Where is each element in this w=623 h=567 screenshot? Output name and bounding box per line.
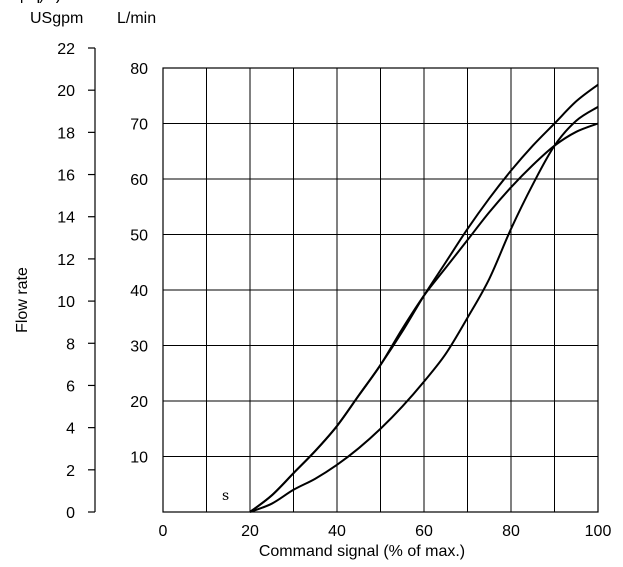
- x-axis-ticks: 0 20 40 60 80 100: [159, 523, 612, 540]
- secondary-y-tick-label: 0: [66, 505, 75, 522]
- secondary-y-tick-label: 14: [57, 210, 75, 227]
- secondary-y-tick-label: 20: [57, 83, 75, 100]
- grid: [163, 68, 598, 512]
- x-tick-label: 0: [159, 523, 168, 540]
- series-label: 5 bar (72 psi): [0, 0, 44, 4]
- x-tick-label: 100: [585, 523, 612, 540]
- secondary-y-tick-label: 8: [66, 336, 75, 353]
- series-curves: [249, 83, 599, 513]
- secondary-y-tick-label: 18: [57, 125, 75, 142]
- secondary-y-tick-label: 10: [57, 294, 75, 311]
- series-label: 160 bar (2320 psi): [0, 0, 61, 4]
- marker-s: s: [222, 488, 229, 504]
- series-line: [249, 105, 599, 513]
- secondary-y-tick-label: 4: [66, 421, 75, 438]
- secondary-y-unit: USgpm: [30, 10, 83, 27]
- x-tick-label: 20: [241, 523, 259, 540]
- series-label: 100 bar (1450 psi): [0, 0, 61, 4]
- y-tick-label: 80: [130, 61, 148, 78]
- y-tick-label: 70: [130, 117, 148, 134]
- x-tick-label: 40: [328, 523, 346, 540]
- x-axis-title: Command signal (% of max.): [259, 543, 465, 560]
- secondary-y-tick-label: 12: [57, 252, 75, 269]
- y-tick-label: 10: [130, 450, 148, 467]
- plot-border: [162, 67, 599, 513]
- series-labels: 100 bar (1450 psi)160 bar (2320 psi)5 ba…: [0, 0, 61, 4]
- primary-y-unit: L/min: [117, 10, 156, 27]
- y-tick-label: 30: [130, 339, 148, 356]
- primary-y-ticks: 10 20 30 40 50 60 70 80: [130, 61, 148, 467]
- secondary-y-tick-label: 6: [66, 378, 75, 395]
- secondary-y-axis: 0 2 4 6 8 10 12 14 16 18 20 22: [57, 41, 96, 522]
- secondary-y-tick-label: 2: [66, 463, 75, 480]
- y-tick-label: 50: [130, 228, 148, 245]
- x-tick-label: 60: [415, 523, 433, 540]
- secondary-y-tick-label: 22: [57, 41, 75, 58]
- series-line: [249, 122, 599, 513]
- plot-frame: [162, 67, 599, 513]
- y-tick-label: 20: [130, 394, 148, 411]
- y-tick-label: 60: [130, 172, 148, 189]
- secondary-y-tick-label: 16: [57, 168, 75, 185]
- y-tick-label: 40: [130, 283, 148, 300]
- y-axis-title: Flow rate: [14, 267, 31, 333]
- x-tick-label: 80: [502, 523, 520, 540]
